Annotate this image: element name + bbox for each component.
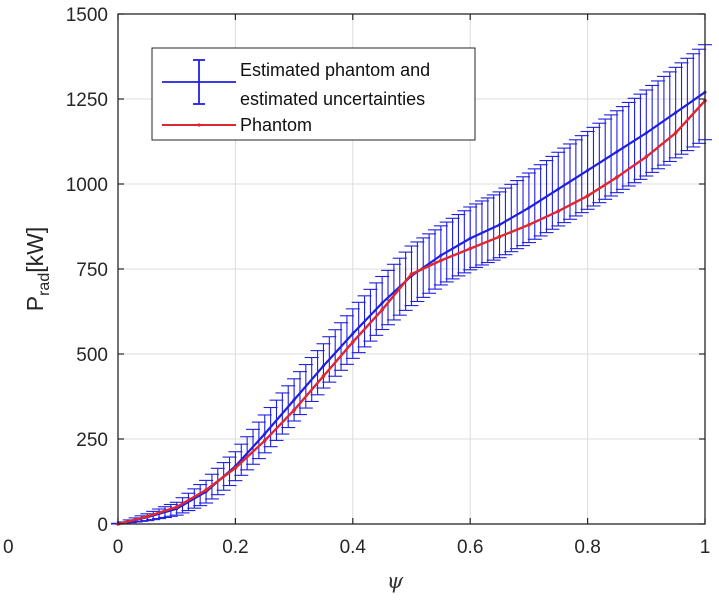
estimated-point <box>556 187 560 191</box>
legend-swatch-phantom <box>162 123 236 127</box>
estimated-point <box>351 332 355 336</box>
phantom-point <box>321 374 326 378</box>
y-tick-label: 1500 <box>66 5 108 26</box>
legend-label-estimated-1: Estimated phantom and <box>240 60 430 80</box>
x-tick-label: 0.8 <box>574 537 600 558</box>
phantom-point <box>439 258 443 263</box>
legend-label-estimated-2: estimated uncertainties <box>240 89 425 109</box>
estimated-point <box>292 398 296 402</box>
estimated-point <box>321 364 325 368</box>
legend-swatch-estimated <box>162 59 236 105</box>
phantom-point <box>673 131 678 135</box>
x-tick-label: 0.6 <box>457 537 483 558</box>
tick-labels: 0 0.2 0.4 0.6 0.8 1 0 250 500 750 1000 1250 1500 <box>66 5 711 558</box>
series-layer <box>111 44 712 526</box>
phantom-point <box>527 223 531 227</box>
y-tick-label: 750 <box>76 260 108 281</box>
y-tick-label: 500 <box>76 345 108 366</box>
phantom-point <box>468 246 473 251</box>
x-tick-label: 1 <box>700 537 711 558</box>
y-tick-label: 0 <box>97 515 108 536</box>
estimated-point <box>527 206 531 210</box>
x-axis-label: ψ <box>387 569 404 593</box>
phantom-point <box>204 488 208 492</box>
estimated-point <box>380 301 384 305</box>
y-axis-label-sub: rad <box>36 273 53 296</box>
estimated-point <box>468 236 472 240</box>
y-axis-label-main: P <box>22 296 48 311</box>
estimated-point <box>439 253 443 257</box>
phantom-point <box>644 155 649 159</box>
phantom-point <box>233 466 238 470</box>
estimated-point <box>615 150 619 154</box>
y-tick-label: 1250 <box>66 90 108 111</box>
x-tick-label: 0.4 <box>340 537 367 558</box>
phantom-point <box>351 340 355 344</box>
cut-left-label: 0 <box>3 537 14 558</box>
phantom-point <box>145 514 150 519</box>
estimated-point <box>644 131 648 135</box>
phantom-point <box>380 308 384 312</box>
estimated-point <box>586 168 590 172</box>
phantom-point <box>497 234 502 239</box>
phantom-point <box>174 505 179 509</box>
y-tick-label: 1000 <box>66 175 108 196</box>
phantom-point <box>262 438 267 443</box>
phantom-point <box>585 194 590 198</box>
phantom-point <box>292 408 296 412</box>
phantom-point <box>615 175 619 179</box>
y-axis-label: Prad[kW] <box>22 227 53 311</box>
y-tick-label: 250 <box>76 430 108 451</box>
x-tick-label: 0.2 <box>222 537 248 558</box>
estimated-point <box>498 223 502 227</box>
estimated-point <box>674 111 678 115</box>
y-axis-label-unit: [kW] <box>22 227 48 273</box>
legend: Estimated phantom and estimated uncertai… <box>151 47 476 141</box>
phantom-point <box>556 209 561 213</box>
x-tick-label: 0 <box>113 537 124 558</box>
phantom-point <box>409 272 414 276</box>
ticks <box>117 13 706 525</box>
legend-label-phantom: Phantom <box>240 115 312 135</box>
estimated-point <box>263 432 267 436</box>
